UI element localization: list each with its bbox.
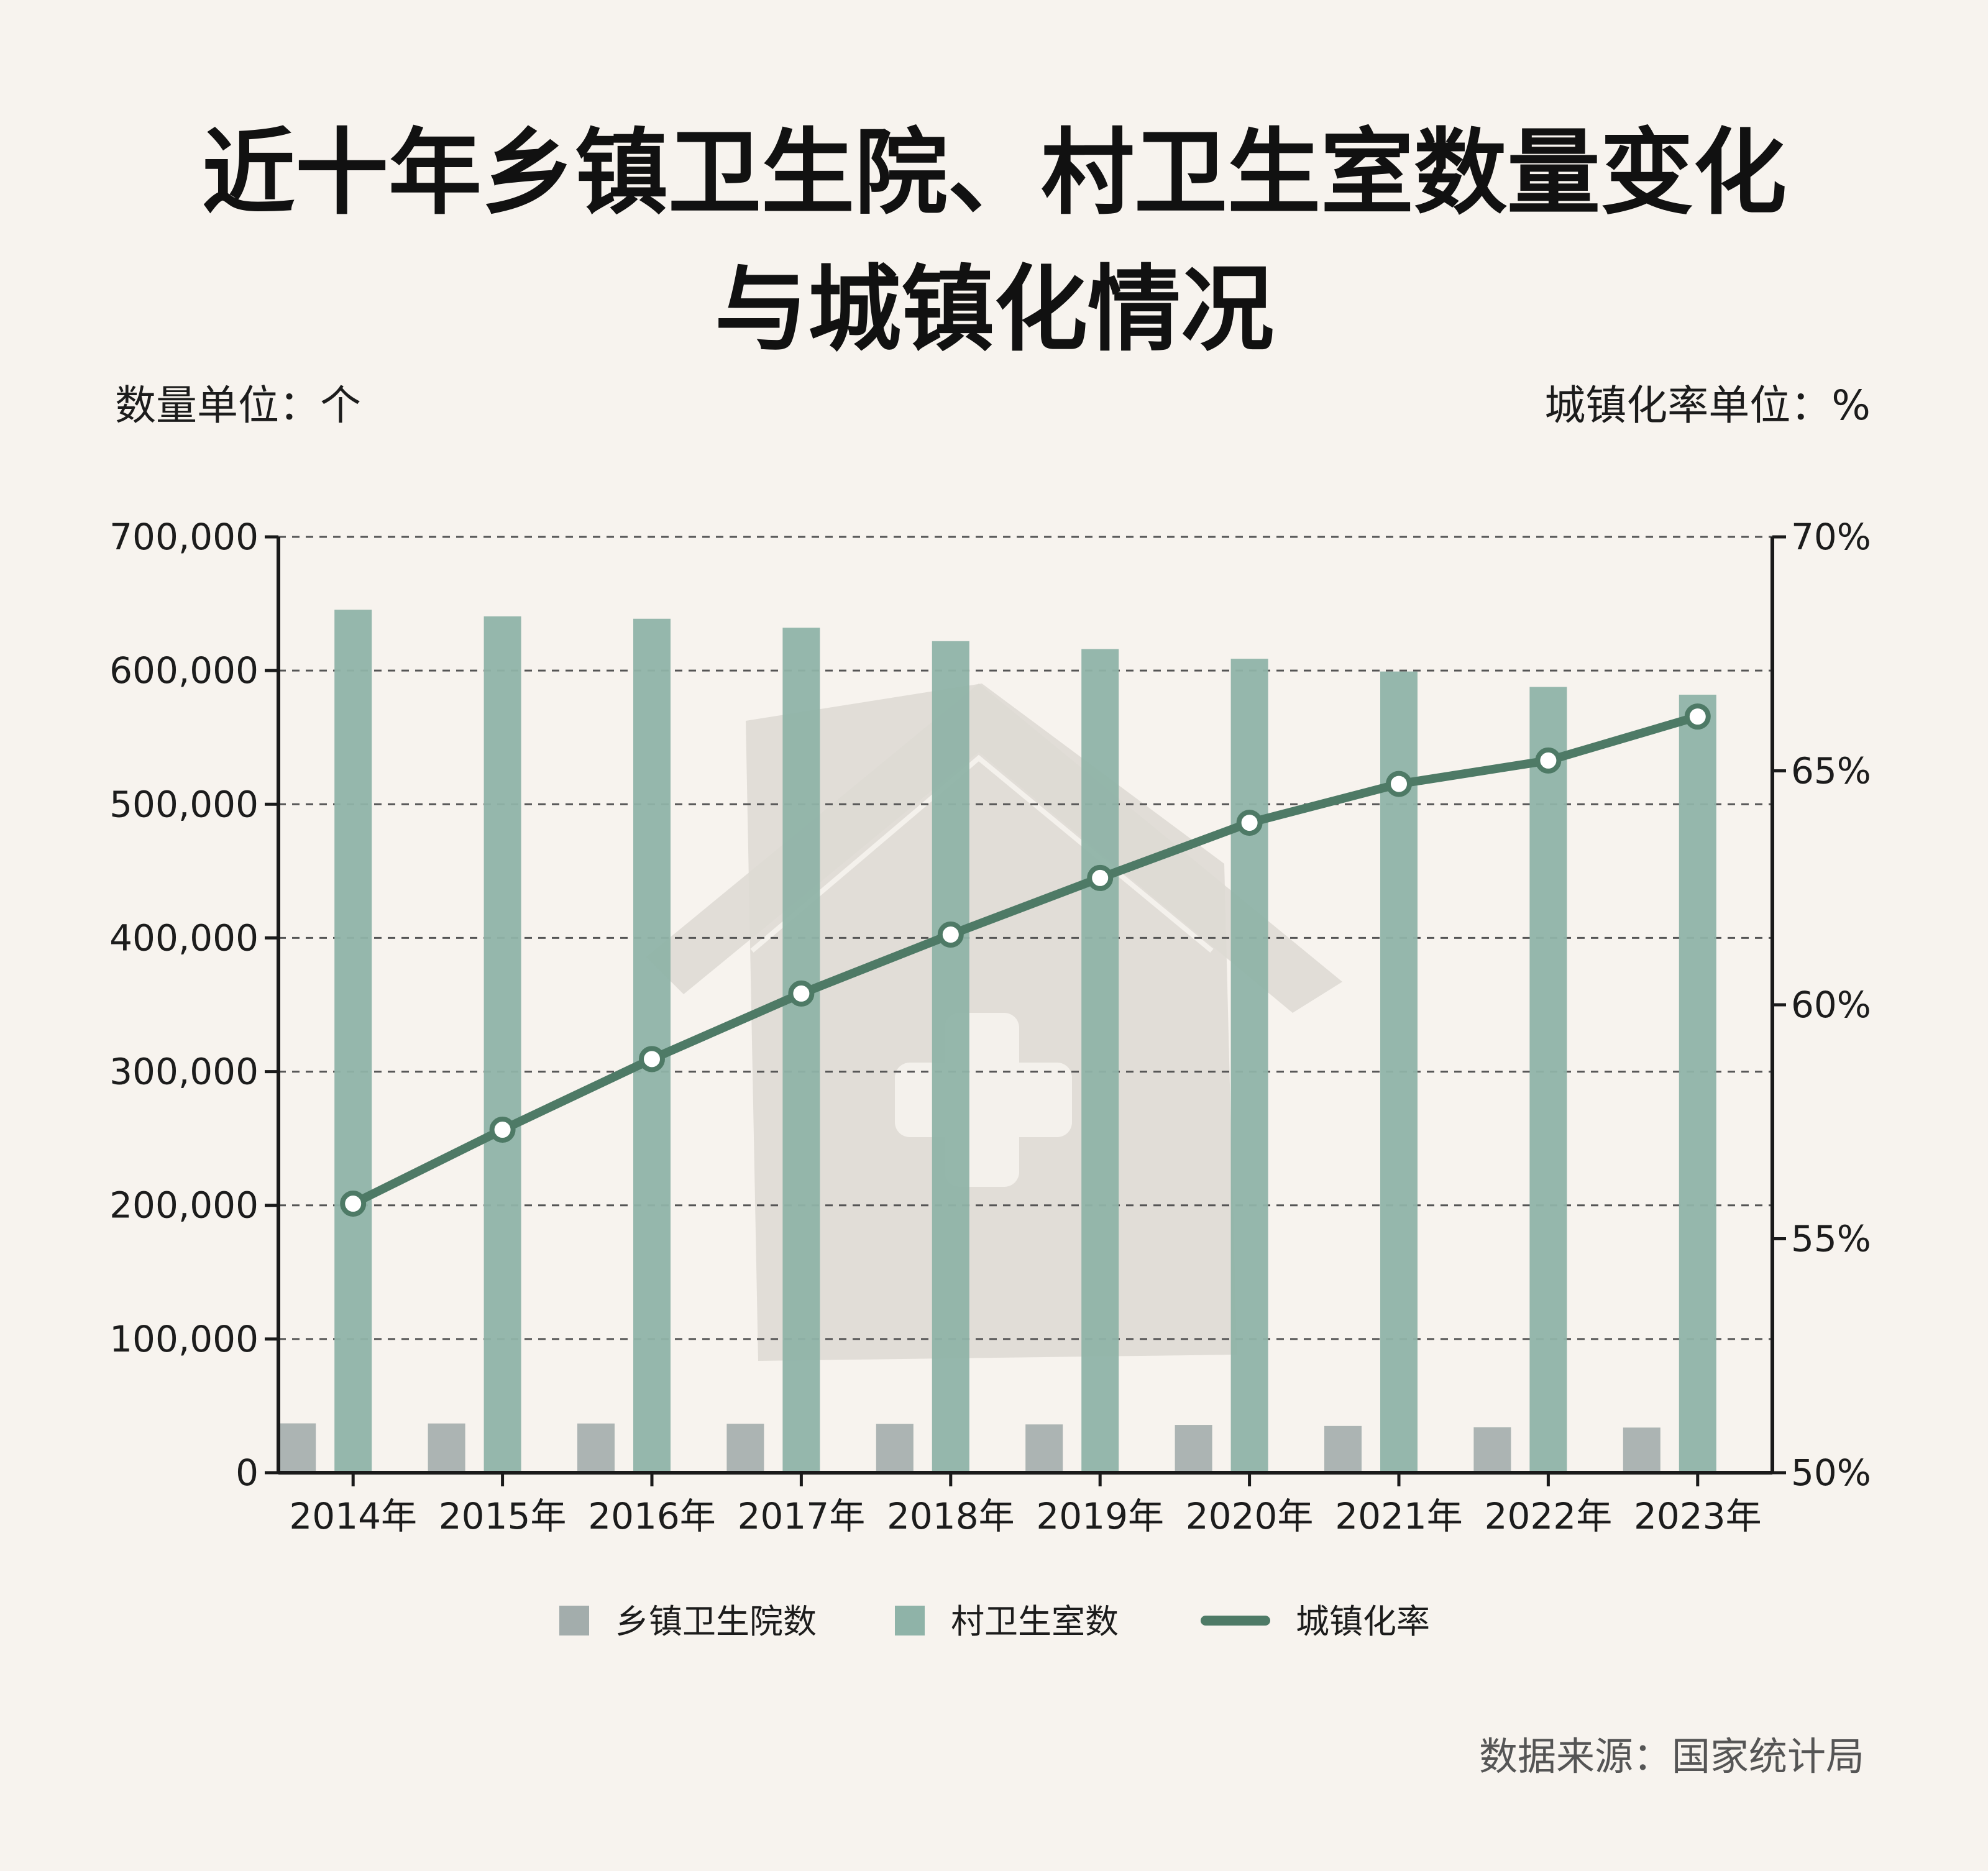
chart-title-line1: 近十年乡镇卫生院、村卫生室数量变化 — [202, 118, 1787, 227]
urbanization-point — [489, 1117, 516, 1143]
right-tick-label: 50% — [1791, 1452, 1871, 1494]
bars — [278, 610, 1716, 1473]
axes — [265, 535, 1786, 1486]
village-bar — [1081, 649, 1119, 1473]
village-bar — [1679, 694, 1716, 1473]
x-tick-label: 2022年 — [1485, 1495, 1613, 1537]
urbanization-point — [1386, 771, 1412, 797]
urbanization-point — [1684, 703, 1711, 730]
x-tick-label: 2015年 — [439, 1495, 567, 1537]
x-tick-label: 2023年 — [1634, 1495, 1762, 1537]
watermark-cross-horizontal-icon — [895, 1063, 1072, 1137]
township-bar — [1623, 1427, 1660, 1473]
x-tick-label: 2016年 — [588, 1495, 716, 1537]
legend: 乡镇卫生院数 村卫生室数 城镇化率 — [559, 1602, 1430, 1641]
x-tick-label: 2019年 — [1036, 1495, 1164, 1537]
urbanization-line — [340, 703, 1711, 1217]
x-tick-label: 2017年 — [738, 1495, 866, 1537]
urbanization-point — [788, 980, 815, 1007]
right-tick-label: 60% — [1791, 984, 1871, 1026]
left-unit-label: 数量单位：个 — [115, 382, 361, 429]
urbanization-point — [639, 1046, 665, 1073]
village-bar — [1380, 671, 1418, 1473]
urbanization-point — [1236, 810, 1263, 836]
village-bar — [334, 610, 372, 1473]
grid-lines — [278, 536, 1772, 1340]
urbanization-point — [937, 922, 964, 948]
township-bar — [428, 1423, 465, 1473]
township-bar — [726, 1424, 764, 1473]
township-bar — [1175, 1425, 1212, 1473]
x-tick-label: 2020年 — [1186, 1495, 1314, 1537]
left-tick-label: 200,000 — [109, 1184, 259, 1227]
village-bar — [932, 641, 969, 1473]
left-tick-label: 300,000 — [109, 1051, 259, 1093]
data-source: 数据来源：国家统计局 — [1479, 1734, 1864, 1779]
right-tick-label: 55% — [1791, 1218, 1871, 1260]
left-tick-label: 400,000 — [109, 917, 259, 959]
village-bar — [782, 628, 820, 1473]
urbanization-line-path — [349, 712, 1702, 1209]
chart-title-line2: 与城镇化情况 — [715, 255, 1274, 364]
urbanization-point — [1087, 864, 1114, 891]
village-bar — [483, 616, 521, 1473]
x-tick-label: 2018年 — [887, 1495, 1015, 1537]
township-bar — [1473, 1427, 1511, 1473]
township-bar — [876, 1424, 914, 1473]
right-tick-label: 65% — [1791, 750, 1871, 792]
township-bar — [1025, 1424, 1063, 1473]
right-tick-label: 70% — [1791, 516, 1871, 558]
legend-label-urbanization: 城镇化率 — [1296, 1602, 1430, 1641]
township-bar — [577, 1423, 615, 1473]
left-tick-label: 0 — [236, 1452, 259, 1494]
village-bar — [633, 618, 671, 1473]
village-bar — [1230, 659, 1268, 1473]
x-tick-label: 2021年 — [1335, 1495, 1463, 1537]
legend-swatch-village — [895, 1606, 925, 1635]
legend-label-township: 乡镇卫生院数 — [615, 1602, 817, 1641]
legend-label-village: 村卫生室数 — [951, 1602, 1119, 1641]
township-bar — [278, 1423, 316, 1473]
urbanization-point — [340, 1191, 367, 1217]
left-tick-label: 100,000 — [109, 1318, 259, 1360]
left-tick-label: 600,000 — [109, 649, 259, 692]
right-unit-label: 城镇化率单位：% — [1544, 382, 1871, 429]
village-bar — [1529, 687, 1567, 1473]
left-tick-label: 500,000 — [109, 783, 259, 825]
x-tick-label: 2014年 — [289, 1495, 417, 1537]
legend-swatch-township — [559, 1606, 589, 1635]
left-tick-label: 700,000 — [109, 516, 259, 558]
township-bar — [1324, 1425, 1362, 1473]
urbanization-point — [1535, 747, 1562, 774]
watermark-roof-outline-icon — [750, 754, 1214, 953]
tick-labels: 0 100,000 200,000 300,000 400,000 500,000 600,… — [109, 516, 1871, 1537]
